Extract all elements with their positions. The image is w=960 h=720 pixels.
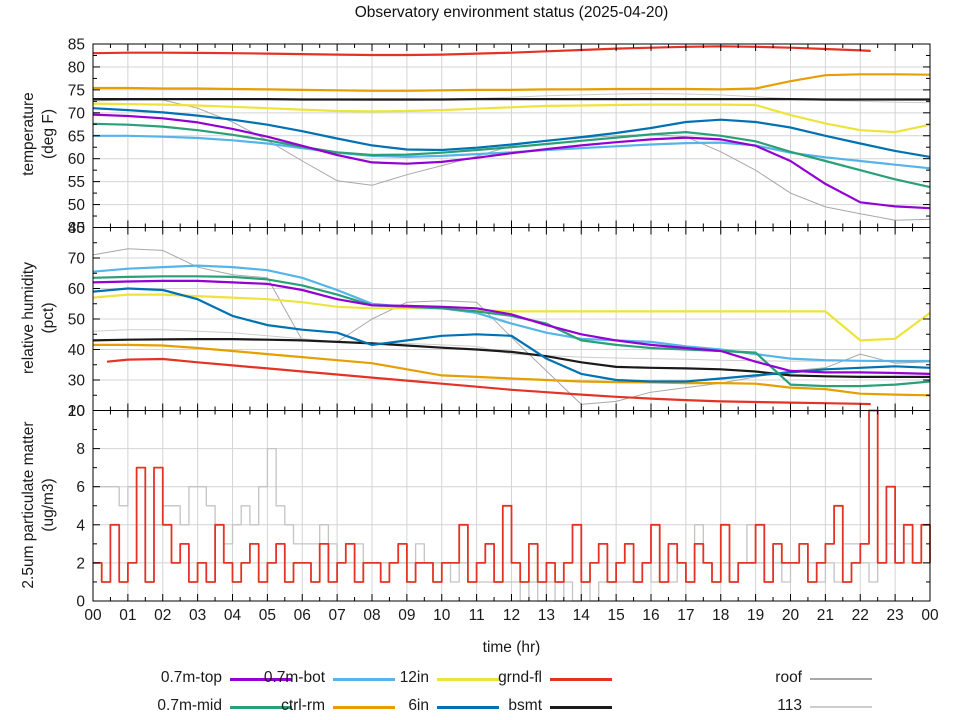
- y-tick-label-particulate-matter: 2: [76, 555, 85, 572]
- series-6in-temperature: [92, 107, 931, 158]
- legend-label-grnd-fl: grnd-fl: [498, 669, 542, 686]
- x-tick-label: 13: [538, 607, 555, 624]
- series-113-relative-humidity: [92, 329, 930, 362]
- y-tick-label-relative-humidity: 80: [68, 220, 86, 237]
- y-tick-label-particulate-matter: 4: [76, 517, 85, 534]
- x-tick-label: 03: [189, 607, 206, 624]
- series-12in-relative-humidity: [92, 293, 931, 342]
- legend-swatch-0.7m-bot: [333, 678, 395, 681]
- legend-label-6in: 6in: [408, 697, 429, 714]
- series-bsmt-relative-humidity: [92, 338, 930, 378]
- y-tick-label-relative-humidity: 70: [68, 251, 86, 268]
- x-tick-label: 20: [782, 607, 800, 624]
- y-tick-label-temperature: 65: [68, 128, 85, 145]
- series-grnd-fl-temperature: [92, 45, 871, 57]
- legend-swatch-12in: [437, 678, 499, 681]
- legend-label-113: 113: [777, 697, 802, 714]
- y-tick-label-temperature: 45: [68, 220, 85, 237]
- series-grnd-fl-relative-humidity: [106, 357, 871, 406]
- series-6in-relative-humidity: [92, 287, 931, 383]
- x-tick-label: 10: [433, 607, 451, 624]
- x-tick-label: 05: [259, 607, 276, 624]
- x-tick-label: 21: [817, 607, 834, 624]
- y-tick-label-temperature: 75: [68, 82, 85, 99]
- x-tick-label: 22: [852, 607, 869, 624]
- series-12in-temperature: [92, 102, 931, 134]
- x-tick-label: 11: [469, 607, 485, 624]
- chart-title: Observatory environment status (2025-04-…: [354, 4, 669, 21]
- y-tick-label-temperature: 85: [68, 37, 85, 54]
- series-0.7m-top-temperature: [92, 113, 931, 210]
- time-axis-label: time (hr): [482, 639, 541, 656]
- series-roof-temperature: [92, 99, 931, 221]
- x-tick-label: 15: [608, 607, 625, 624]
- x-tick-label: 06: [294, 607, 311, 624]
- y-tick-label-temperature: 55: [68, 174, 85, 191]
- y-tick-label-relative-humidity: 20: [68, 403, 86, 420]
- legend-label-roof: roof: [775, 669, 802, 686]
- series-0.7m-top-relative-humidity: [92, 279, 931, 375]
- y-tick-label-relative-humidity: 30: [68, 373, 86, 390]
- series-0.7m-mid-temperature: [92, 122, 931, 189]
- x-tick-label: 23: [887, 607, 904, 624]
- legend-swatch-6in: [437, 706, 499, 709]
- x-tick-label: 07: [329, 607, 346, 624]
- x-tick-label: 01: [119, 607, 136, 624]
- legend-label-bsmt: bsmt: [508, 697, 542, 714]
- legend-label-12in: 12in: [399, 669, 429, 686]
- legend-label-0.7m-mid: 0.7m-mid: [157, 697, 222, 714]
- x-tick-label: 18: [712, 607, 729, 624]
- x-tick-label: 02: [154, 607, 171, 624]
- y-tick-label-relative-humidity: 60: [68, 281, 86, 298]
- y-tick-label-temperature: 70: [68, 105, 86, 122]
- y-tick-label-relative-humidity: 40: [68, 342, 86, 359]
- legend-swatch-0.7m-mid: [230, 706, 292, 709]
- legend-swatch-roof: [810, 678, 872, 680]
- y-tick-label-temperature: 80: [68, 59, 86, 76]
- x-tick-label: 09: [398, 607, 415, 624]
- x-tick-label: 00: [921, 607, 939, 624]
- y-tick-label-particulate-matter: 10: [68, 403, 86, 420]
- legend-swatch-grnd-fl: [550, 678, 612, 681]
- legend-swatch-bsmt: [550, 706, 612, 709]
- y-tick-label-particulate-matter: 8: [76, 441, 85, 458]
- series-ctrl-rm-relative-humidity: [93, 343, 931, 397]
- legend-swatch-0.7m-top: [230, 678, 292, 681]
- x-tick-label: 16: [642, 607, 659, 624]
- x-tick-label: 00: [84, 607, 102, 624]
- particulate-axis-label: 2.5um particulate matter: [20, 421, 37, 589]
- y-tick-label-temperature: 50: [68, 197, 86, 214]
- y-tick-label-temperature: 60: [68, 151, 86, 168]
- y-tick-label-particulate-matter: 0: [76, 594, 85, 611]
- series-ctrl-rm-temperature: [93, 73, 931, 92]
- x-tick-label: 19: [747, 607, 764, 624]
- legend-swatch-113: [810, 706, 872, 708]
- x-tick-label: 17: [677, 607, 694, 624]
- x-tick-label: 04: [224, 607, 242, 624]
- series-0.7m-bot-relative-humidity: [92, 264, 930, 363]
- series-0.7m-mid-relative-humidity: [92, 275, 931, 388]
- legend-swatch-ctrl-rm: [333, 706, 395, 709]
- x-tick-label: 08: [363, 607, 380, 624]
- x-tick-label: 12: [503, 607, 520, 624]
- series-grnd-fl-particulate-matter: [93, 409, 931, 583]
- particulate-axis-unit: (ug/m3): [40, 478, 57, 532]
- y-tick-label-particulate-matter: 6: [76, 479, 85, 496]
- y-tick-label-relative-humidity: 50: [68, 312, 86, 329]
- legend-label-0.7m-top: 0.7m-top: [160, 669, 222, 686]
- legend-label-0.7m-bot: 0.7m-bot: [263, 669, 325, 686]
- x-tick-label: 14: [573, 607, 591, 624]
- legend-label-ctrl-rm: ctrl-rm: [281, 697, 325, 714]
